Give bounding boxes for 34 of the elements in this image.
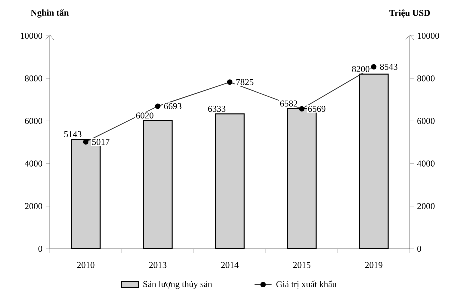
y-tick-label: 2000 [25, 203, 42, 210]
data-label: 5143 [64, 131, 82, 138]
bar [143, 120, 173, 250]
data-label: 6333 [208, 106, 226, 112]
data-label: 6569 [308, 106, 326, 112]
legend-label: Sản lượng thủy sản [144, 281, 212, 290]
y2-tick-label: 2000 [418, 203, 435, 210]
y-tick-label: 4000 [24, 160, 42, 167]
x-tick-label: 2015 [293, 262, 311, 268]
y2-tick-label: 4000 [417, 160, 435, 167]
y2-tick-label: 8000 [418, 76, 435, 82]
y-tick-label: 8000 [25, 76, 42, 82]
y-tick-label: 6000 [25, 118, 42, 124]
data-label: 5017 [92, 139, 110, 146]
data-label: 7825 [236, 79, 254, 86]
data-label: 6582 [280, 100, 298, 107]
x-tick-label: 2013 [149, 262, 167, 268]
legend-label: Giá trị xuất khẩu [276, 280, 337, 289]
y2-tick-label: 0 [418, 246, 422, 252]
data-label: 8200 [352, 66, 370, 72]
y2-tick-label: 6000 [418, 118, 435, 124]
x-tick-label: 2010 [77, 262, 95, 268]
y-axis-title: Nghin tấn [31, 9, 69, 18]
x-tick-label: 2019 [365, 262, 383, 268]
x-tick-label: 2014 [221, 262, 239, 268]
data-label: 8543 [380, 64, 398, 70]
bar [359, 74, 389, 250]
y2-axis-title: Triệu USD [390, 10, 430, 18]
y-tick-label: 0 [38, 246, 42, 252]
data-label: 6020 [136, 112, 154, 119]
data-label: 6693 [164, 103, 182, 110]
bar [215, 114, 245, 250]
y-tick-label: 10000 [21, 32, 42, 40]
y2-tick-label: 10000 [418, 32, 440, 40]
